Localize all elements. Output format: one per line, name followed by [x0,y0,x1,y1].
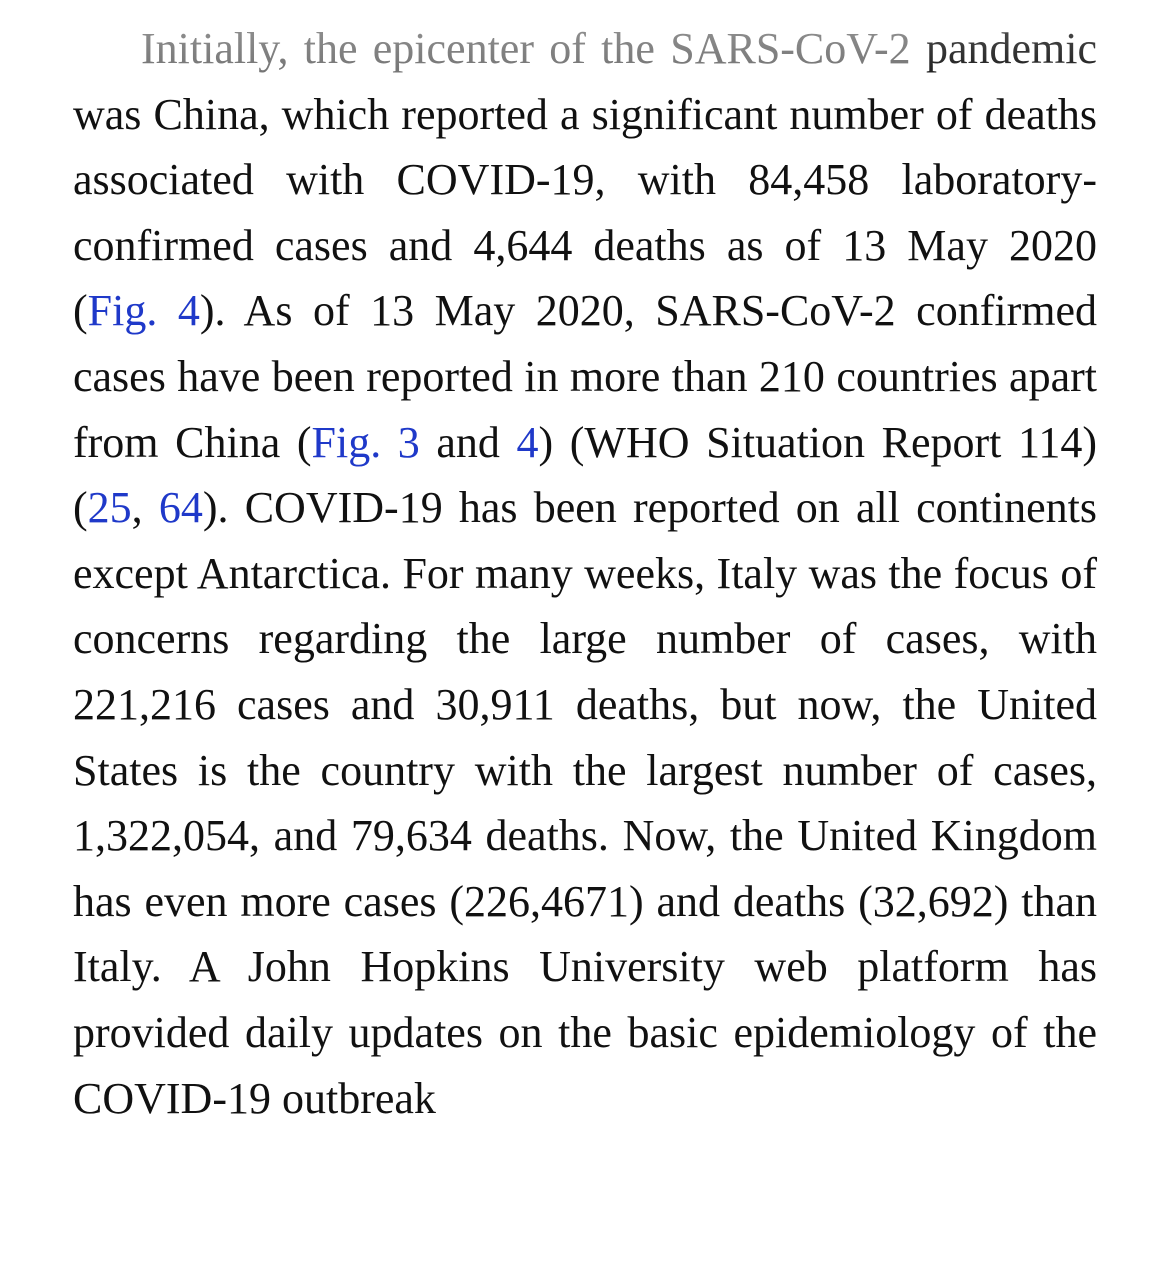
paragraph-text-segment: Initially, the epicenter of the SARS-CoV… [141,24,926,73]
ref-citation-64-link[interactable]: 64 [158,483,203,533]
paragraph-text-segment: ). As of 13 May 2020, SARS-CoV-2 confirm… [73,286,1097,467]
ref-fig-3-link[interactable]: Fig. 3 [311,417,420,467]
article-paragraph: Initially, the epicenter of the SARS-CoV… [73,16,1097,1131]
paragraph-text-segment: ) (WHO Situation Report 114) ( [73,417,1097,533]
paragraph-text-segment: ). COVID-19 has been reported on all con… [73,483,1098,1123]
ref-citation-25-link[interactable]: 25 [87,483,132,533]
paragraph-text-segment: , [131,483,159,533]
ref-fig-4-short-link[interactable]: 4 [516,417,539,467]
paragraph-text-segment: pandemic was China, which reported a sig… [73,24,1097,336]
paragraph-text-segment: and [419,417,517,467]
ref-fig-4-link[interactable]: Fig. 4 [87,286,200,336]
